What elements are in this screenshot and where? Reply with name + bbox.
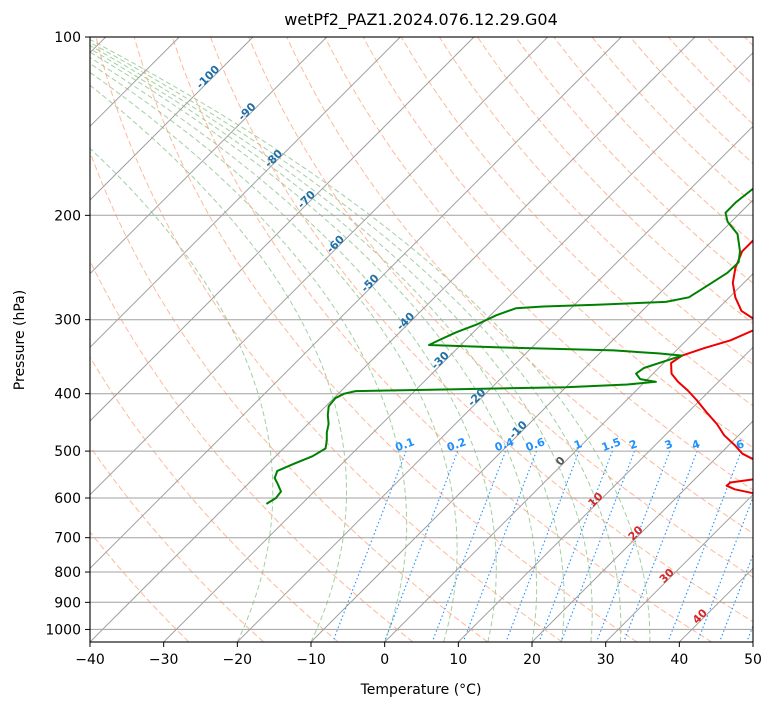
moist-adiabat-line — [90, 44, 593, 642]
mixing-ratio-annotation: 2 — [627, 437, 639, 452]
dry-adiabat-line — [400, 37, 753, 407]
y-tick-label: 500 — [54, 444, 81, 460]
mixing-ratio-annotation: 0.6 — [524, 435, 547, 454]
isotherm-line — [605, 493, 753, 642]
moist-adiabat-line — [90, 84, 347, 642]
isotherm-line — [90, 37, 549, 496]
dry-adiabat-line — [90, 531, 190, 642]
mixing-ratio-annotation: 1 — [572, 437, 584, 452]
isotherm-line — [90, 37, 254, 201]
mixing-ratio-annotation: 4 — [690, 437, 702, 452]
x-axis-label: Temperature (°C) — [360, 682, 482, 698]
dry-adiabat-line — [90, 356, 339, 642]
mixing-ratio-annotation: 0.1 — [394, 435, 417, 454]
x-tick-label: 40 — [670, 652, 688, 668]
mixing-ratio-annotation: 0.2 — [445, 435, 468, 454]
moist-adiabat-line — [90, 71, 408, 642]
isotherm-line — [90, 37, 328, 275]
mixing-ratio-annotation: 0.4 — [493, 435, 516, 454]
isotherm-line — [90, 37, 475, 422]
x-tick-label: 30 — [597, 652, 615, 668]
y-tick-label: 900 — [54, 595, 81, 611]
y-tick-label: 200 — [54, 208, 81, 224]
isotherm-line — [531, 420, 753, 642]
skewed-isotherms — [90, 37, 753, 642]
isotherm-line — [90, 37, 696, 642]
moist-adiabat-line — [90, 48, 565, 642]
y-tick-label: 700 — [54, 531, 81, 547]
sounding-series — [265, 187, 753, 505]
dry-adiabat-line — [95, 37, 563, 642]
dry-adiabat-line — [90, 445, 264, 642]
dry-adiabat-line — [133, 37, 638, 642]
plot-area: -100-90-80-70-60-50-40-30-20-10010203040… — [90, 37, 753, 642]
moist-adiabat-line — [90, 147, 274, 642]
moist-adiabat-line — [90, 56, 497, 642]
dry-adiabat-line — [248, 37, 753, 578]
dry-adiabat-line — [515, 37, 753, 284]
x-tick-label: −40 — [75, 652, 105, 668]
x-tick-label: −10 — [296, 652, 326, 668]
moist-adiabat-line — [90, 62, 458, 642]
x-tick-label: −20 — [223, 652, 253, 668]
moist-adiabat-line — [90, 51, 538, 642]
y-tick-label: 100 — [54, 30, 81, 46]
y-axis-ticks: 100 200 300 400 500 600 700 800 900 1000 — [45, 30, 90, 638]
mixing-ratio-annotation: 1.5 — [600, 435, 623, 454]
dewpoint-profile-line — [265, 187, 753, 505]
y-tick-label: 800 — [54, 565, 81, 581]
isotherm-line — [163, 51, 753, 642]
y-tick-label: 600 — [54, 491, 81, 507]
chart-title: wetPf2_PAZ1.2024.076.12.29.G04 — [284, 10, 558, 30]
isotherm-line — [384, 272, 753, 642]
x-axis-ticks: −40 −30 −20 −10 0 10 20 30 40 50 — [75, 642, 762, 668]
plot-frame — [89, 36, 754, 643]
isotherm-line — [310, 199, 753, 642]
isotherm-line — [90, 37, 401, 349]
dry-adiabat-line — [438, 37, 753, 366]
isotherm-line — [90, 37, 622, 570]
dry-adiabat-line — [210, 37, 753, 623]
mixing-ratio-annotation: 6 — [734, 437, 746, 452]
x-tick-label: 0 — [380, 652, 389, 668]
y-tick-label: 400 — [54, 387, 81, 403]
x-tick-label: −30 — [149, 652, 179, 668]
mixing-ratio-annotation: 3 — [663, 437, 675, 452]
y-axis-label: Pressure (hPa) — [12, 290, 28, 390]
x-tick-label: 10 — [449, 652, 467, 668]
pressure-gridlines — [90, 37, 753, 630]
x-tick-label: 50 — [744, 652, 762, 668]
moist-adiabat-line — [90, 41, 622, 642]
y-tick-label: 300 — [54, 313, 81, 329]
isotherm-line — [236, 125, 753, 642]
x-tick-label: 20 — [523, 652, 541, 668]
dry-adiabat-line — [90, 150, 488, 642]
isotherm-line — [457, 346, 753, 642]
y-tick-label: 1000 — [45, 622, 81, 638]
